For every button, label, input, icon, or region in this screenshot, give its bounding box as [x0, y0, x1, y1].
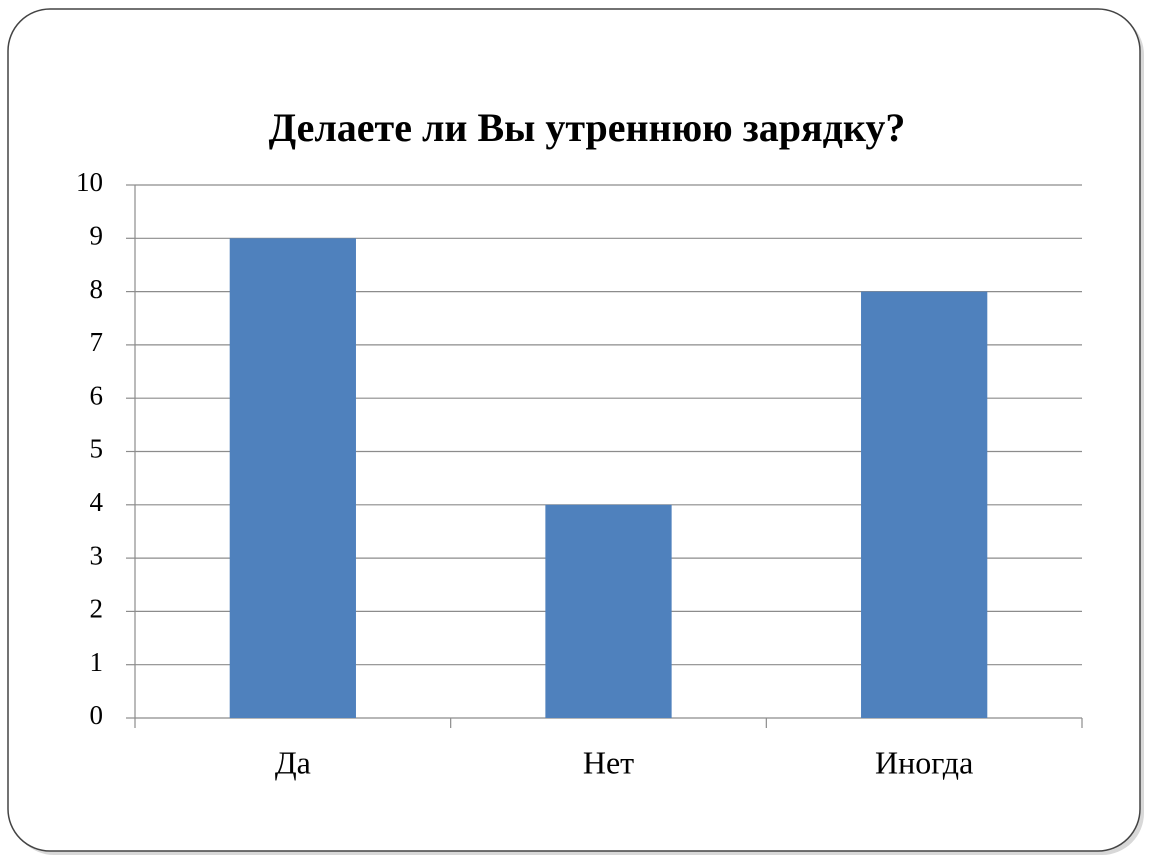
y-tick-label: 7 — [90, 327, 104, 357]
x-tick-label: Нет — [583, 744, 634, 780]
x-tick-label: Иногда — [875, 744, 973, 780]
bar — [229, 238, 356, 719]
y-tick-label: 10 — [76, 167, 103, 197]
y-tick-label: 4 — [90, 487, 104, 517]
x-tick-label: Да — [275, 744, 311, 780]
bar — [545, 504, 672, 718]
bar — [861, 291, 988, 718]
y-tick-label: 8 — [90, 274, 104, 304]
y-tick-label: 0 — [90, 700, 104, 730]
y-tick-label: 3 — [90, 540, 104, 570]
y-tick-label: 2 — [90, 594, 104, 624]
y-tick-label: 6 — [90, 380, 104, 410]
y-tick-label: 1 — [90, 647, 104, 677]
y-tick-label: 9 — [90, 221, 104, 251]
y-tick-label: 5 — [90, 434, 104, 464]
chart-title: Делаете ли Вы утреннюю зарядку? — [269, 105, 906, 150]
